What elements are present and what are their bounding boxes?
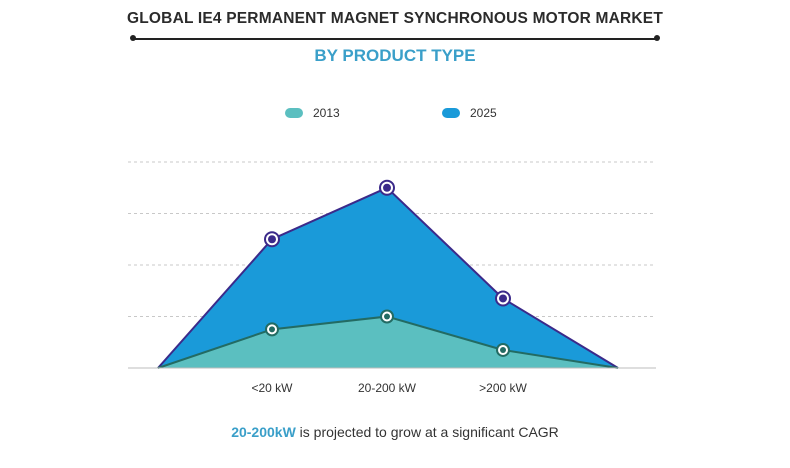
x-tick-label-3: >200 kW [479,381,527,395]
footnote-highlight: 20-200kW [231,424,296,440]
legend-label-2013: 2013 [313,106,340,120]
x-tick-label-2: 20-200 kW [358,381,417,395]
title-underline-left-dot [130,35,136,41]
marker-dot-2025-3 [499,294,507,303]
title-underline-right-dot [654,35,660,41]
chart-footnote: 20-200kW is projected to grow at a signi… [0,424,790,440]
title-underline [133,38,657,40]
footnote-text: is projected to grow at a significant CA… [295,424,559,440]
marker-dot-2013-3 [500,346,506,353]
marker-dot-2025-1 [268,235,276,244]
x-tick-label-1: <20 kW [251,381,293,395]
legend-item-2013: 2013 [285,106,340,120]
chart-subtitle: BY PRODUCT TYPE [314,46,476,65]
marker-dot-2013-2 [384,313,390,320]
marker-dot-2025-2 [383,183,391,192]
marker-dot-2013-1 [269,326,275,333]
legend-label-2025: 2025 [470,106,497,120]
legend-item-2025: 2025 [442,106,497,120]
chart-title: GLOBAL IE4 PERMANENT MAGNET SYNCHRONOUS … [127,10,663,27]
legend-swatch-2013 [285,108,303,118]
legend-swatch-2025 [442,108,460,118]
